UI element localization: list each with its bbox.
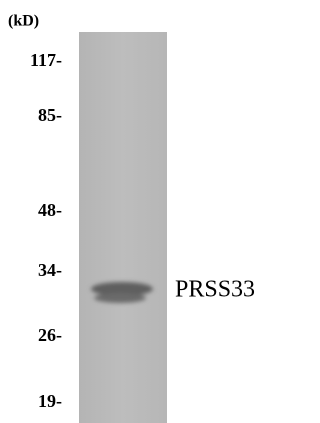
blot-lane: [79, 32, 167, 423]
band-label: PRSS33: [175, 277, 255, 303]
western-blot: (kD) PRSS33 117- 85- 48- 34- 26- 19-: [0, 0, 289, 423]
marker-label: 26-: [38, 325, 62, 345]
marker-label: 85-: [38, 105, 62, 125]
marker-label: 48-: [38, 200, 62, 220]
unit-label: (kD): [8, 13, 39, 30]
marker-label: 19-: [38, 391, 62, 411]
marker-labels: 117- 85- 48- 34- 26- 19-: [30, 50, 62, 411]
marker-label: 34-: [38, 260, 62, 280]
protein-band: [91, 282, 153, 303]
marker-label: 117-: [30, 50, 62, 70]
